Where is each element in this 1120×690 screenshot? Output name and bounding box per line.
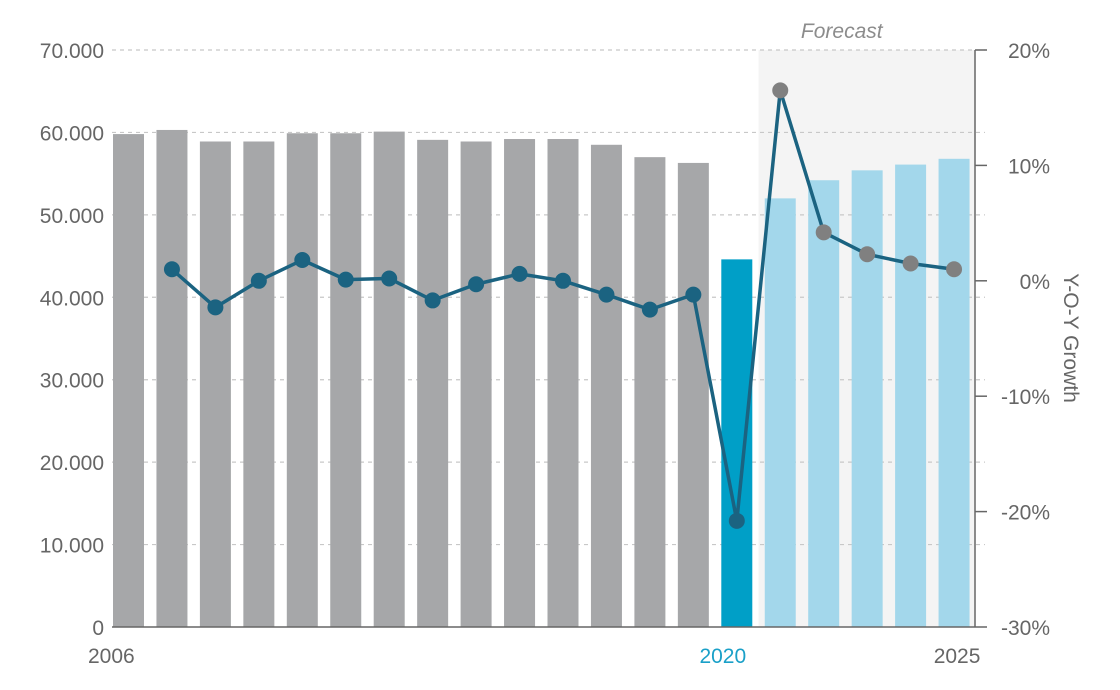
- bar-2016: [547, 139, 579, 627]
- bar-2022: [808, 180, 840, 628]
- bar-2010: [286, 133, 318, 627]
- left-axis-tick-label: 60.000: [40, 122, 104, 145]
- bar-2023: [851, 170, 883, 628]
- bar-2011: [330, 133, 362, 627]
- bar-2015: [504, 139, 536, 627]
- line-points: [163, 82, 963, 529]
- point-2010: [294, 252, 311, 269]
- point-2013: [424, 292, 441, 309]
- left-axis-tick-label: 50.000: [40, 205, 104, 228]
- bar-series: [113, 129, 970, 628]
- point-2025: [946, 261, 963, 278]
- point-2020: [728, 512, 745, 529]
- bar-2014: [460, 141, 492, 627]
- right-axis-title: Y-O-Y Growth: [1059, 273, 1082, 403]
- right-axis-tick-label: -20%: [1001, 502, 1050, 525]
- point-2021: [772, 82, 789, 99]
- bar-2008: [199, 141, 231, 627]
- left-axis-tick-label: 20.000: [40, 452, 104, 475]
- point-2016: [555, 272, 571, 289]
- bar-2007: [156, 129, 188, 627]
- point-2009: [250, 272, 267, 289]
- point-2019: [685, 286, 702, 303]
- left-axis-tick-label: 0: [92, 617, 104, 640]
- point-2024: [902, 255, 919, 272]
- bar-2024: [895, 164, 927, 627]
- point-2023: [859, 246, 876, 263]
- point-2022: [815, 224, 832, 241]
- point-2018: [641, 301, 658, 318]
- bar-2017: [590, 144, 622, 628]
- right-axis-tick-label: -10%: [1001, 386, 1050, 409]
- bar-2019: [677, 162, 709, 628]
- axis-labels: -30% -20% -10% 0% 10% 20% 0 10.000 20.000 30.000 4…: [40, 40, 1050, 668]
- bar-2025: [938, 158, 970, 627]
- right-axis-tick-label: -30%: [1001, 617, 1050, 640]
- bar-2009: [243, 141, 275, 627]
- bar-2006: [113, 134, 144, 627]
- point-2014: [468, 276, 485, 293]
- bar-2012: [373, 131, 405, 627]
- point-2008: [207, 299, 224, 316]
- right-axis-tick-label: 20%: [1008, 40, 1050, 63]
- point-2015: [511, 265, 528, 282]
- x-axis-tick-label: 2006: [88, 645, 135, 668]
- right-axis-tick-label: 10%: [1008, 155, 1050, 178]
- left-axis-tick-label: 10.000: [40, 535, 104, 558]
- bar-2013: [417, 139, 449, 627]
- x-axis-tick-label: 2020: [699, 645, 746, 668]
- axes: [112, 49, 987, 628]
- point-2007: [163, 261, 180, 278]
- point-2011: [337, 271, 354, 288]
- left-axis-tick-label: 30.000: [40, 370, 104, 393]
- left-axis-tick-label: 70.000: [40, 40, 104, 63]
- bar-2020: [721, 259, 753, 627]
- x-axis-tick-label: 2025: [934, 645, 981, 668]
- bar-2021: [764, 198, 796, 627]
- point-2012: [381, 270, 398, 287]
- left-axis-tick-label: 40.000: [40, 287, 104, 310]
- forecast-label: Forecast: [801, 20, 884, 43]
- right-axis-tick-label: 0%: [1020, 271, 1050, 294]
- bar-2018: [634, 157, 666, 627]
- point-2017: [598, 286, 615, 303]
